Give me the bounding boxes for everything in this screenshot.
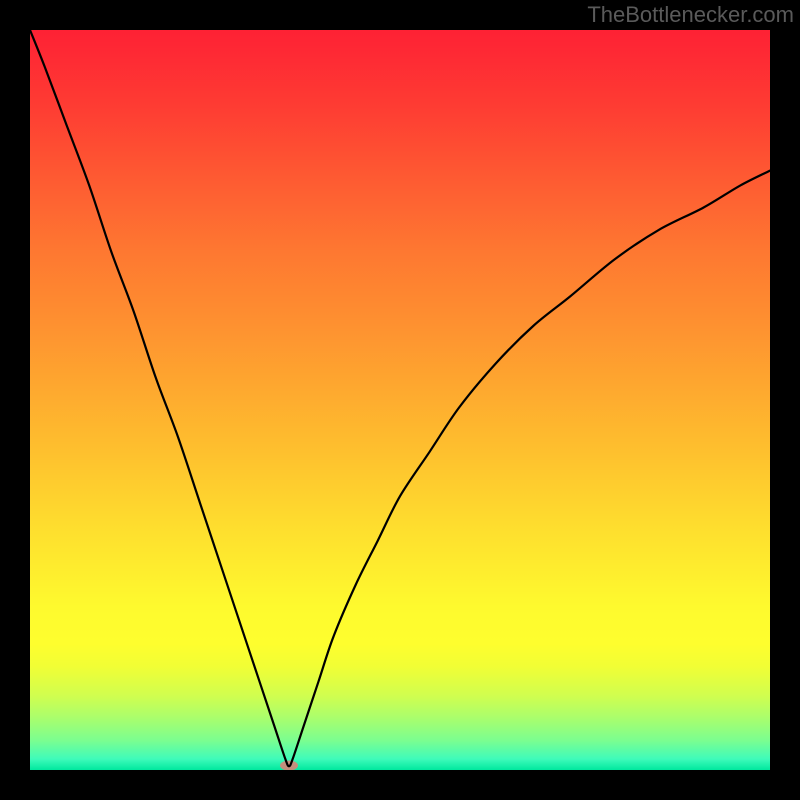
watermark-text: TheBottlenecker.com bbox=[587, 2, 794, 28]
plot-svg bbox=[30, 30, 770, 770]
plot-background bbox=[30, 30, 770, 770]
chart-canvas: TheBottlenecker.com bbox=[0, 0, 800, 800]
plot-area bbox=[30, 30, 770, 770]
